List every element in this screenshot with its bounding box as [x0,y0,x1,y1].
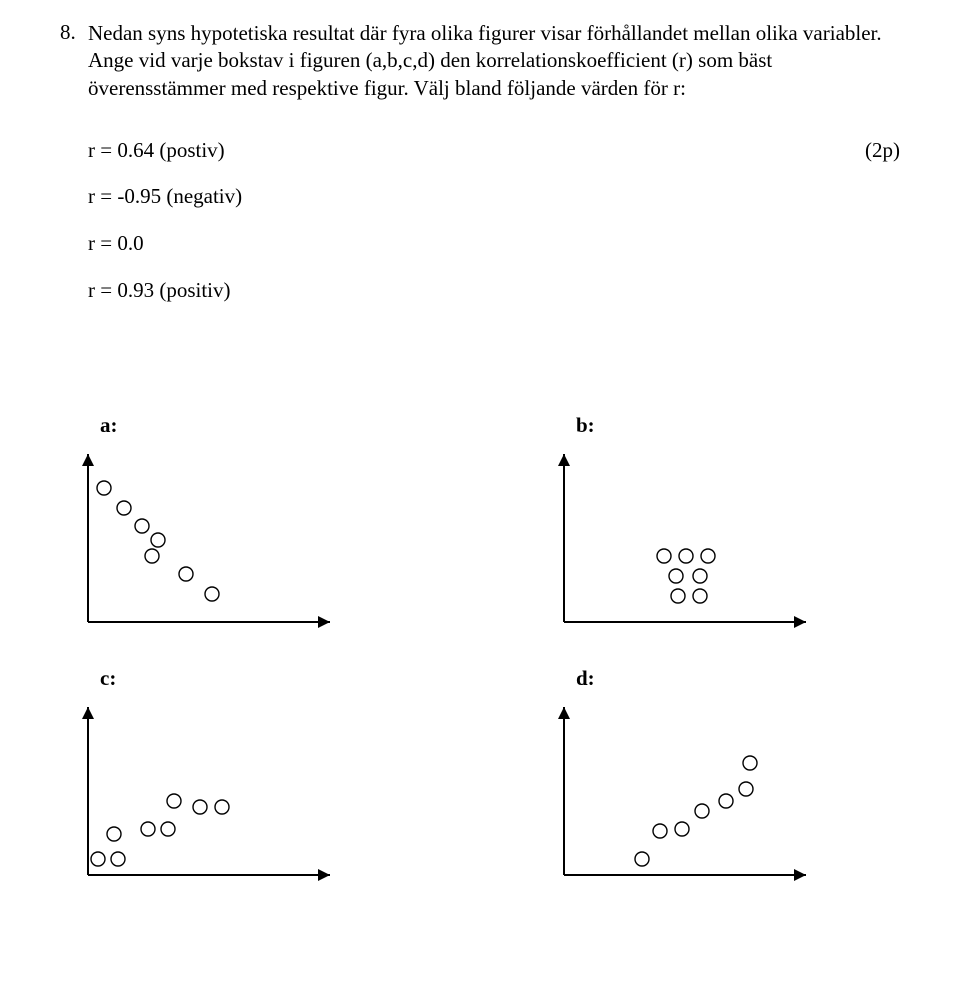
data-point [743,756,757,770]
plot-a: a: [68,413,424,636]
question-prompt: Nedan syns hypotetiska resultat där fyra… [88,20,900,102]
data-point [167,794,181,808]
data-point [719,794,733,808]
plot-d-svg [544,699,814,889]
option-3: r = 0.93 (positiv) [88,277,900,304]
data-point [205,587,219,601]
option-2: r = 0.0 [88,230,900,257]
data-point [179,567,193,581]
data-point [693,589,707,603]
plot-b-svg [544,446,814,636]
data-point [657,549,671,563]
plot-b: b: [544,413,900,636]
data-point [141,822,155,836]
plot-c-svg [68,699,338,889]
question-points: (2p) [845,138,900,163]
plot-b-label: b: [576,413,900,438]
data-point [161,822,175,836]
data-point [693,569,707,583]
option-1: r = -0.95 (negativ) [88,183,900,210]
data-point [111,852,125,866]
data-point [107,827,121,841]
data-point [145,549,159,563]
data-point [675,822,689,836]
data-point [671,589,685,603]
plot-a-svg [68,446,338,636]
data-point [91,852,105,866]
data-point [653,824,667,838]
data-point [117,501,131,515]
plot-c: c: [68,666,424,889]
data-point [669,569,683,583]
page: 8. Nedan syns hypotetiska resultat där f… [0,0,960,929]
data-point [135,519,149,533]
data-point [701,549,715,563]
question-row: 8. Nedan syns hypotetiska resultat där f… [60,20,900,102]
data-point [215,800,229,814]
data-point [635,852,649,866]
option-0: r = 0.64 (postiv) [88,138,845,163]
option-row-0: r = 0.64 (postiv) (2p) [88,138,900,163]
data-point [97,481,111,495]
question-number: 8. [60,20,88,45]
data-point [695,804,709,818]
data-point [679,549,693,563]
plot-a-label: a: [100,413,424,438]
data-point [151,533,165,547]
plot-d-label: d: [576,666,900,691]
data-point [193,800,207,814]
plot-grid: a: b: c: d: [60,413,900,889]
data-point [739,782,753,796]
plot-d: d: [544,666,900,889]
plot-c-label: c: [100,666,424,691]
